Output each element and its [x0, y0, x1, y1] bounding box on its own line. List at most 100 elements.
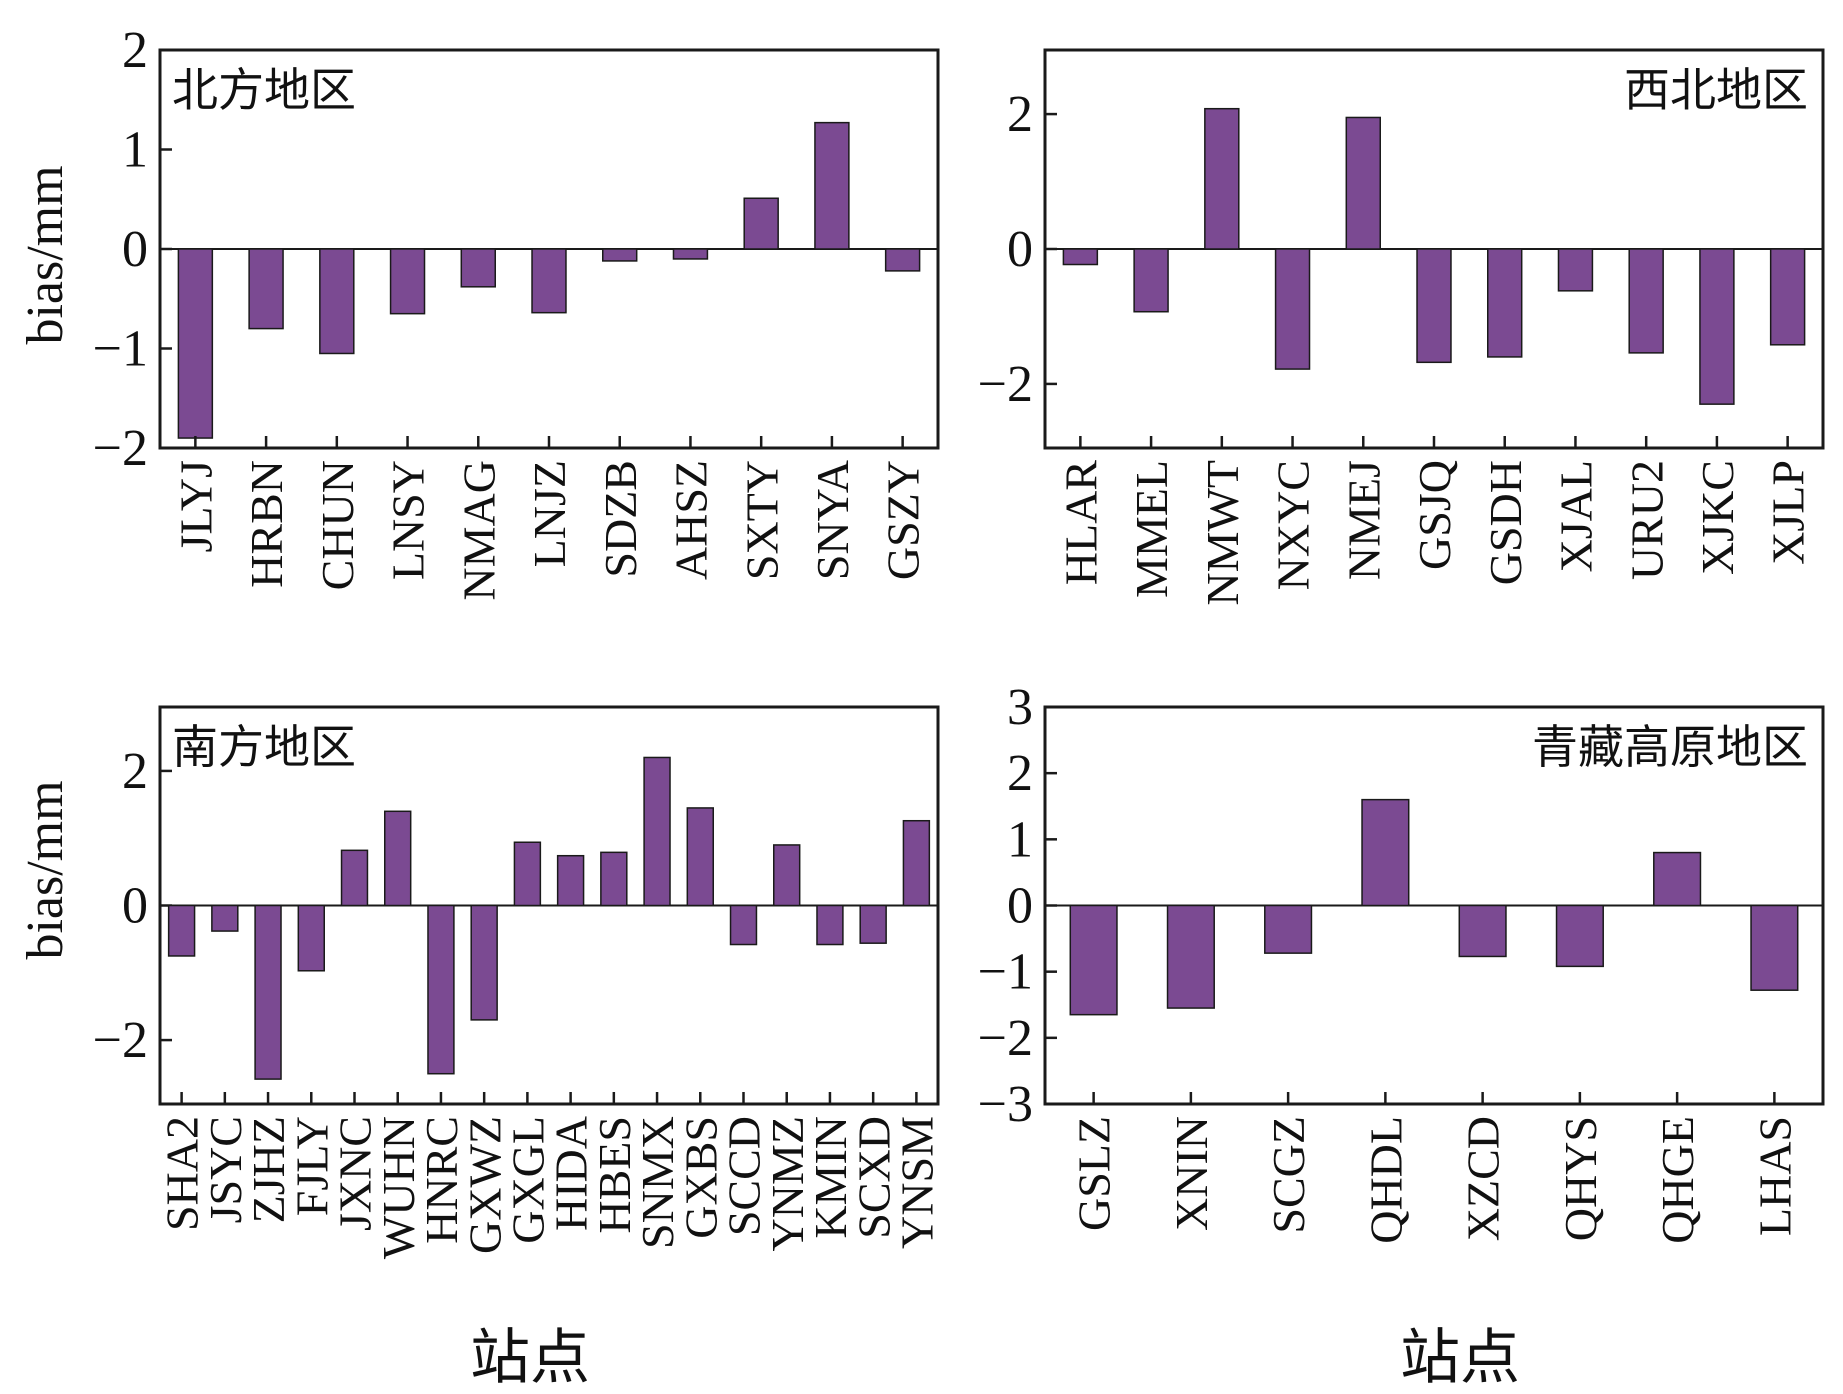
bar	[729, 904, 758, 946]
x-tick-label: GXBS	[675, 1116, 726, 1239]
x-tick-label: QHGE	[1652, 1116, 1703, 1244]
panel-north: bias/mm 2 1 0 −1 −2 JLYJ HRBN CHUN LNSY NMAG LNJZ S…	[17, 22, 940, 601]
y-tick-label: 0	[122, 878, 148, 935]
bars-south: 2 0 −2SHA2JSYCZJHZFJLYJXNCWUHNHNRCGXWZGXGL…	[93, 743, 943, 1259]
bar	[297, 904, 325, 972]
bar	[859, 904, 887, 944]
x-tick-label: GSLZ	[1069, 1116, 1120, 1231]
bar	[884, 248, 921, 272]
bar	[1069, 904, 1118, 1016]
plot-frame	[1043, 705, 1825, 1106]
bar	[319, 248, 355, 355]
bars-northwest: 2 0 −2 HLAR MMEL NMWT NXYC NMEJ GSJQ GSDH XJAL URU2…	[978, 86, 1823, 606]
region-label-north: 北方地区	[172, 63, 356, 117]
bar	[1204, 107, 1240, 250]
bar	[556, 854, 585, 907]
x-tick-label: HBES	[589, 1116, 640, 1234]
y-axis-label: bias/mm	[17, 165, 74, 344]
bar	[1274, 248, 1311, 370]
x-tick-label: SNYA	[807, 460, 858, 580]
x-tick-label: FJLY	[286, 1116, 337, 1216]
bar	[248, 248, 284, 330]
bar	[340, 849, 369, 907]
region-label-qinghai-tibet: 青藏高原地区	[1532, 720, 1808, 774]
y-tick-label: −2	[93, 420, 148, 477]
bar	[814, 121, 850, 250]
x-tick-label: JXNC	[330, 1116, 381, 1231]
x-tick-label: JSYC	[200, 1116, 251, 1223]
bar	[1628, 248, 1664, 354]
bar	[177, 248, 214, 439]
x-tick-label: GXGL	[502, 1116, 553, 1244]
bar	[167, 904, 196, 957]
x-tick-label: YNSM	[891, 1116, 942, 1249]
y-tick-label: 0	[122, 221, 148, 278]
bar	[427, 904, 455, 1075]
x-tick-label: HNRC	[416, 1116, 467, 1244]
x-tick-label: LNJZ	[524, 460, 575, 567]
x-tick-label: QHYS	[1555, 1116, 1606, 1241]
y-axis-label: bias/mm	[17, 780, 74, 959]
bar	[600, 851, 628, 907]
y-tick-label: 0	[1007, 221, 1033, 278]
bar	[470, 904, 498, 1021]
x-tick-label: LHAS	[1749, 1116, 1800, 1236]
bar	[672, 248, 709, 260]
bars-north: 2 1 0 −1 −2 JLYJ HRBN CHUN LNSY NMAG LNJZ SDZB AHSZ S…	[93, 22, 938, 601]
region-label-northwest: 西北地区	[1624, 63, 1808, 117]
y-tick-label: 1	[122, 122, 148, 179]
x-tick-label: SCGZ	[1263, 1116, 1314, 1234]
bar	[531, 248, 567, 314]
bar	[513, 841, 542, 907]
bar	[1416, 248, 1452, 364]
bar	[1361, 798, 1410, 907]
x-tick-label: SCXD	[848, 1116, 899, 1239]
x-tick-label: GXWZ	[459, 1116, 510, 1254]
panel-qinghai-tibet: 3 2 1 0 −1 −2 −3 GSLZ XNIN SCGZ QHDL XZCD QHYS QHGE LH…	[978, 679, 1825, 1393]
x-tick-label: XJKC	[1692, 460, 1743, 575]
x-tick-label: ZJHZ	[243, 1116, 294, 1223]
bar	[1166, 904, 1215, 1009]
x-tick-label: GSZY	[878, 460, 929, 580]
y-tick-label: −2	[93, 1012, 148, 1069]
bar	[1458, 904, 1507, 958]
x-tick-label: YNMZ	[762, 1116, 813, 1251]
y-tick-label: 1	[1007, 811, 1033, 868]
x-tick-label: GSJQ	[1409, 460, 1460, 570]
bar	[1487, 248, 1523, 358]
bar	[1750, 904, 1799, 991]
bar	[389, 248, 426, 315]
y-tick-label: −2	[978, 1010, 1033, 1067]
x-tick-label: NMAG	[453, 460, 504, 601]
x-tick-label: SCCD	[719, 1116, 770, 1236]
bar	[643, 756, 671, 907]
bar	[686, 807, 714, 907]
x-tick-label: HRBN	[241, 460, 292, 588]
x-tick-label: MMEL	[1126, 460, 1177, 598]
x-tick-label: NMWT	[1197, 460, 1248, 606]
bar	[1699, 248, 1735, 405]
bar	[1345, 116, 1381, 250]
bar	[1769, 248, 1806, 346]
x-tick-label: NXYC	[1268, 460, 1319, 590]
bar	[743, 197, 779, 250]
y-tick-label: −2	[978, 356, 1033, 413]
region-label-south: 南方地区	[172, 720, 356, 774]
x-tick-label: GSDH	[1480, 460, 1531, 585]
bar	[602, 248, 638, 262]
x-tick-label: KMIN	[805, 1116, 856, 1239]
bar	[1133, 248, 1169, 313]
x-tick-label: URU2	[1621, 460, 1672, 580]
x-tick-label: JLYJ	[170, 460, 221, 553]
y-tick-label: 0	[1007, 878, 1033, 935]
x-axis-label: 站点	[1400, 1323, 1520, 1393]
bar	[1555, 904, 1604, 968]
bar	[1653, 851, 1702, 907]
y-tick-label: 2	[122, 743, 148, 800]
y-tick-label: 3	[1007, 679, 1033, 736]
x-tick-label: SDZB	[595, 460, 646, 578]
y-tick-label: 2	[1007, 745, 1033, 802]
x-tick-label: AHSZ	[666, 460, 717, 580]
plot-frame	[158, 705, 940, 1106]
